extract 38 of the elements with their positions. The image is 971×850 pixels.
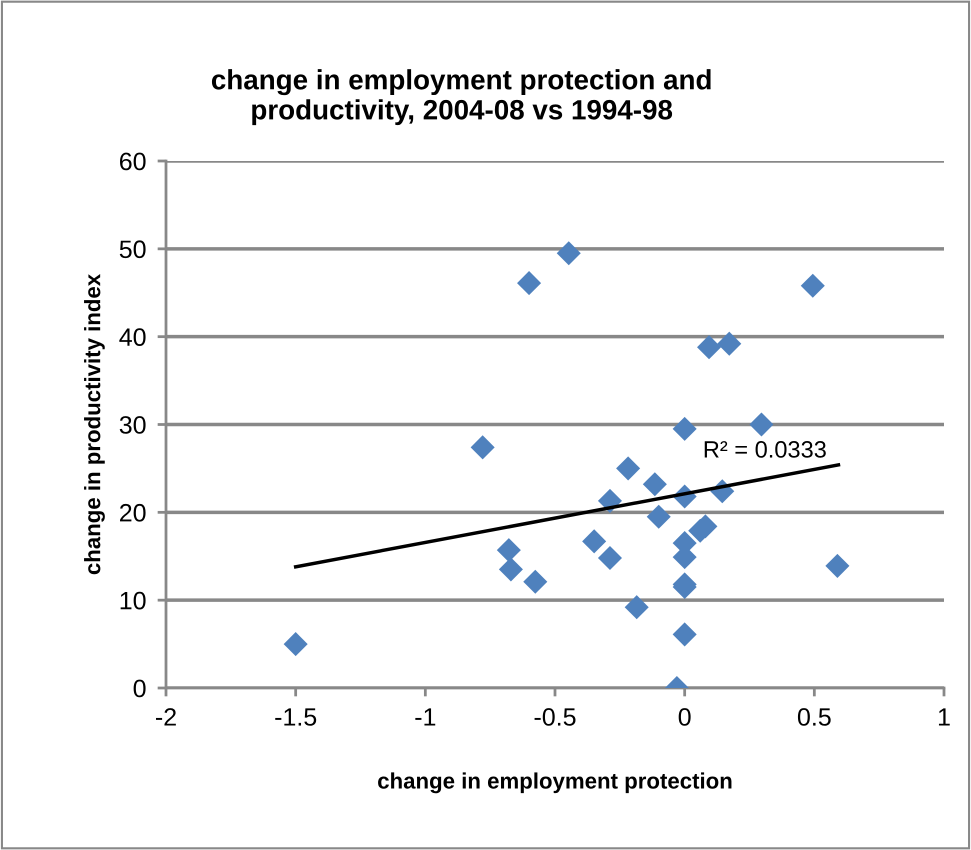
point (646, 504, 671, 529)
x-tick-label: -2 (156, 708, 176, 726)
annotation: R² = 0.0333 (704, 441, 826, 458)
point (582, 529, 606, 554)
point (496, 538, 521, 562)
point (825, 554, 850, 578)
x-tick-label: 1 (938, 708, 950, 726)
point (556, 241, 581, 266)
y-tick-label: 50 (120, 240, 146, 258)
x-tick-label: -0.5 (534, 708, 576, 726)
x-tick-label: 0.5 (798, 708, 831, 726)
point (598, 546, 622, 570)
y-tick-label: 0 (134, 680, 146, 698)
point (498, 557, 523, 582)
point (717, 332, 742, 356)
point (642, 472, 667, 496)
point (523, 570, 548, 594)
point (470, 435, 495, 460)
y-tick-label: 60 (120, 152, 146, 170)
point (284, 632, 308, 656)
x-tick-label: 0 (678, 708, 691, 726)
y-tick-label: 20 (120, 504, 146, 522)
point (800, 274, 825, 298)
point (616, 456, 640, 480)
x-tick-label: -1 (415, 708, 436, 726)
y-tick-label: 10 (120, 592, 146, 610)
point (697, 335, 722, 360)
x-axis-title: change in employment protection (378, 772, 732, 794)
point (624, 595, 649, 620)
point (672, 622, 697, 646)
y-tick-label: 30 (120, 416, 146, 434)
point (749, 412, 774, 437)
y-tick-label: 40 (119, 328, 146, 346)
x-tick-label: -1.5 (275, 708, 316, 726)
y-axis-title: change in productivity index (84, 274, 105, 574)
point (672, 416, 697, 441)
chart-title: change in employment protection and productivity, 2004-08 vs 1994-98 (212, 69, 711, 126)
point (517, 271, 542, 296)
